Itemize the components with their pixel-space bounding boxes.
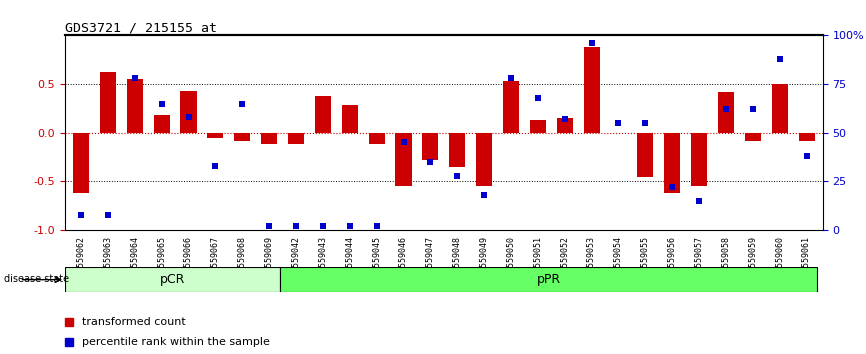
Point [558,116,572,122]
Text: GDS3721 / 215155_at: GDS3721 / 215155_at [65,21,217,34]
Point [128,75,142,81]
Bar [449,133,465,167]
Bar [396,133,411,186]
Bar [664,133,681,193]
Point [370,223,384,229]
Bar [423,133,438,160]
Bar [798,133,815,141]
Bar [718,92,734,133]
Point [504,75,518,81]
Point [343,223,357,229]
Bar [234,133,250,141]
Bar [315,96,331,133]
Point [450,173,464,178]
Bar [745,133,761,141]
Bar [73,133,89,193]
Bar [280,267,818,292]
Bar [342,105,358,133]
Point [692,198,706,204]
Bar [530,120,546,133]
Point [289,223,303,229]
Bar [503,81,519,133]
Point [236,101,249,106]
Point [209,163,223,169]
Bar [637,133,654,177]
Bar [180,91,197,133]
Point [397,140,410,145]
Bar [691,133,708,186]
Bar [557,118,572,133]
Point [665,184,679,190]
Bar [153,115,170,133]
Point [182,114,196,120]
Text: pPR: pPR [537,273,560,286]
Point [155,101,169,106]
Bar [369,133,385,144]
Bar [207,133,223,138]
Point [719,107,733,112]
Point [262,223,276,229]
Bar [262,133,277,144]
Point [638,120,652,126]
Point [799,153,813,159]
Bar [65,267,280,292]
Point [585,40,598,46]
Point [74,212,88,217]
Text: percentile rank within the sample: percentile rank within the sample [82,337,270,347]
Bar [126,79,143,133]
Point [746,107,759,112]
Text: pCR: pCR [159,273,185,286]
Bar [476,133,492,186]
Bar [288,133,304,144]
Bar [100,72,116,133]
Point [101,212,115,217]
Point [477,192,491,198]
Text: disease state: disease state [4,274,69,284]
Point [772,56,786,62]
Bar [772,84,788,133]
Bar [584,47,599,133]
Point [423,159,437,165]
Point [316,223,330,229]
Point [611,120,625,126]
Point [531,95,545,101]
Text: transformed count: transformed count [82,317,186,327]
